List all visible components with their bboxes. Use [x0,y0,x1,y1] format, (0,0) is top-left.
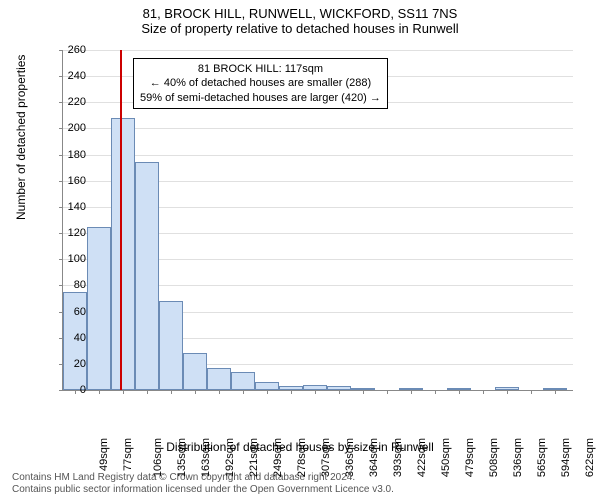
x-tick-mark [291,390,292,394]
x-tick-label: 249sqm [272,438,284,477]
footer-line-2: Contains public sector information licen… [12,484,394,496]
y-tick-label: 200 [56,122,86,134]
x-tick-mark [387,390,388,394]
x-tick-label: 364sqm [368,438,380,477]
gridline [63,155,573,156]
y-tick-label: 60 [56,306,86,318]
x-tick-label: 77sqm [122,438,134,471]
x-tick-mark [99,390,100,394]
x-tick-label: 422sqm [416,438,428,477]
gridline [63,128,573,129]
chart-title-block: 81, BROCK HILL, RUNWELL, WICKFORD, SS11 … [0,0,600,36]
histogram-bar [207,368,231,390]
y-tick-label: 80 [56,279,86,291]
x-tick-label: 565sqm [536,438,548,477]
x-tick-mark [195,390,196,394]
histogram-bar [159,301,183,390]
y-tick-label: 100 [56,253,86,265]
histogram-bar [231,372,255,390]
y-tick-label: 240 [56,70,86,82]
x-tick-label: 163sqm [200,438,212,477]
x-tick-mark [459,390,460,394]
x-tick-label: 336sqm [344,438,356,477]
chart-title-address: 81, BROCK HILL, RUNWELL, WICKFORD, SS11 … [0,6,600,21]
x-tick-mark [531,390,532,394]
x-tick-mark [435,390,436,394]
x-tick-mark [363,390,364,394]
x-tick-label: 106sqm [152,438,164,477]
x-tick-label: 450sqm [440,438,452,477]
x-tick-label: 622sqm [584,438,596,477]
x-tick-mark [555,390,556,394]
histogram-bar [183,353,207,390]
x-tick-label: 221sqm [248,438,260,477]
histogram-plot-area: 81 BROCK HILL: 117sqm← 40% of detached h… [62,50,573,391]
x-tick-mark [411,390,412,394]
property-marker-line [120,50,122,390]
y-tick-label: 0 [56,384,86,396]
x-tick-mark [123,390,124,394]
histogram-bar [87,227,111,390]
x-tick-mark [219,390,220,394]
x-tick-label: 192sqm [224,438,236,477]
x-tick-label: 307sqm [320,438,332,477]
x-tick-label: 594sqm [560,438,572,477]
annotation-line: 59% of semi-detached houses are larger (… [140,91,381,105]
x-tick-label: 393sqm [392,438,404,477]
x-tick-mark [483,390,484,394]
x-tick-mark [147,390,148,394]
x-tick-mark [315,390,316,394]
x-tick-label: 536sqm [512,438,524,477]
x-tick-label: 49sqm [98,438,110,471]
x-tick-mark [339,390,340,394]
y-tick-label: 140 [56,201,86,213]
x-tick-label: 135sqm [176,438,188,477]
y-tick-label: 220 [56,96,86,108]
y-tick-label: 260 [56,44,86,56]
histogram-bar [111,118,135,390]
x-tick-mark [243,390,244,394]
histogram-bar [135,162,159,390]
annotation-line: ← 40% of detached houses are smaller (28… [140,76,381,90]
y-axis-label: Number of detached properties [14,55,28,220]
y-tick-label: 40 [56,332,86,344]
x-tick-mark [171,390,172,394]
chart-title-subtitle: Size of property relative to detached ho… [0,21,600,36]
histogram-bar [255,382,279,390]
x-tick-mark [507,390,508,394]
annotation-box: 81 BROCK HILL: 117sqm← 40% of detached h… [133,58,388,109]
x-tick-label: 508sqm [488,438,500,477]
x-tick-label: 479sqm [464,438,476,477]
x-tick-mark [267,390,268,394]
y-tick-label: 180 [56,149,86,161]
x-tick-label: 278sqm [296,438,308,477]
y-tick-label: 120 [56,227,86,239]
y-tick-label: 20 [56,358,86,370]
gridline [63,50,573,51]
annotation-line: 81 BROCK HILL: 117sqm [140,62,381,76]
y-tick-label: 160 [56,175,86,187]
